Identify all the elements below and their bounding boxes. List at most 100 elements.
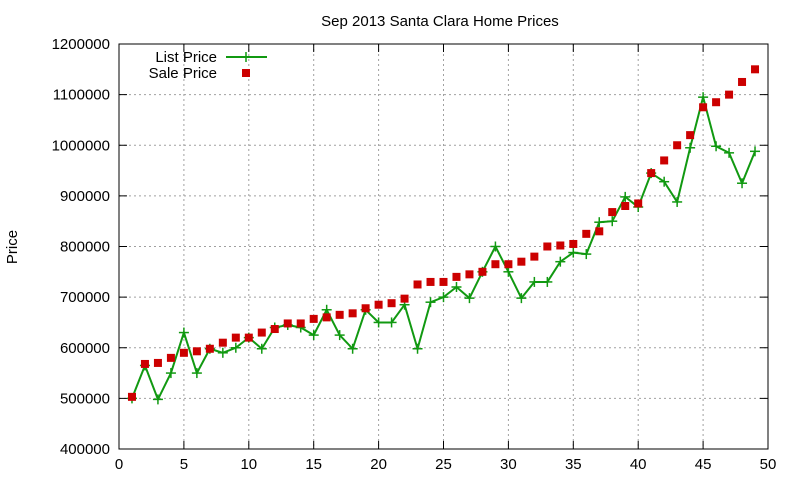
x-tick-label: 5 (180, 456, 188, 473)
list-price-point (178, 327, 189, 338)
sale-price-point (634, 199, 643, 208)
y-tick-label: 1000000 (52, 137, 110, 154)
list-price-point (256, 343, 267, 354)
list-price-point (529, 276, 540, 287)
sale-price-point (348, 309, 357, 318)
list-price-point (321, 304, 332, 315)
x-tick-label: 45 (695, 456, 712, 473)
y-tick-label: 800000 (60, 239, 110, 256)
sale-price-point (231, 333, 240, 342)
sale-price-point (465, 270, 474, 279)
sale-price-point (439, 277, 448, 286)
sale-price-point (335, 310, 344, 319)
y-tick-label: 1100000 (53, 87, 110, 104)
sale-price-point (387, 299, 396, 308)
list-price-point (737, 178, 748, 189)
sale-price-point (673, 141, 682, 150)
sale-price-point (296, 319, 305, 328)
list-price-point (516, 293, 527, 304)
list-price-point (165, 368, 176, 379)
list-price-point (620, 191, 631, 202)
list-price-point (594, 217, 605, 228)
sale-price-point (166, 353, 175, 362)
sale-price-point (517, 257, 526, 266)
sale-price-point (530, 252, 539, 261)
sale-price-point (322, 313, 331, 322)
sale-price-point (725, 90, 734, 99)
sale-price-point (504, 260, 513, 269)
list-price-point (503, 266, 514, 277)
legend-label: Sale Price (149, 65, 217, 82)
series-layer (126, 65, 761, 405)
sale-price-point (140, 359, 149, 368)
list-price-point (724, 147, 735, 158)
x-tick-label: 50 (760, 456, 777, 473)
legend-marker (241, 52, 251, 62)
y-tick-label: 900000 (60, 188, 110, 205)
sale-price-point (426, 277, 435, 286)
sale-price-point (647, 169, 656, 178)
sale-price-point (543, 242, 552, 251)
legend-item-sale-price: Sale Price (149, 65, 250, 82)
sale-price-point (452, 272, 461, 281)
sale-price-point (491, 260, 500, 269)
sale-price-point (192, 347, 201, 356)
sale-price-point (595, 227, 604, 236)
x-tick-label: 35 (565, 456, 582, 473)
sale-price-point (400, 294, 409, 303)
sale-price-point (413, 280, 422, 289)
sale-price-point (582, 229, 591, 238)
sale-price-point (309, 314, 318, 323)
sale-price-point (686, 131, 695, 140)
list-price-point (555, 256, 566, 267)
x-tick-label: 25 (435, 456, 452, 473)
legend-label: List Price (155, 49, 217, 66)
sale-price-point (478, 267, 487, 276)
series-list-price (126, 92, 761, 405)
list-price-point (672, 196, 683, 207)
y-tick-label: 400000 (60, 441, 110, 458)
x-tick-label: 10 (240, 456, 257, 473)
x-tick-label: 40 (630, 456, 647, 473)
list-price-point (230, 342, 241, 353)
list-price-point (490, 241, 501, 252)
list-price-point (347, 343, 358, 354)
list-price-point (191, 368, 202, 379)
y-tick-label: 700000 (60, 289, 110, 306)
list-price-point (217, 347, 228, 358)
list-price-point (451, 282, 462, 292)
chart-title: Sep 2013 Santa Clara Home Prices (321, 13, 559, 30)
sale-price-point (621, 202, 630, 210)
list-price-point (685, 142, 696, 153)
grid-lines (119, 44, 768, 449)
sale-price-point (270, 325, 279, 334)
sale-price-point (556, 241, 565, 250)
list-price-point (308, 330, 319, 341)
legend-item-list-price: List Price (155, 49, 267, 66)
y-tick-label: 1200000 (52, 36, 110, 53)
sale-price-point (660, 156, 669, 165)
sale-price-point (218, 338, 227, 347)
sale-price-point (751, 65, 760, 74)
list-price-point (412, 343, 423, 354)
sale-price-point (257, 328, 266, 337)
y-tick-label: 600000 (60, 340, 110, 357)
list-price-point (152, 394, 163, 405)
tick-labels: 0 5 10 15 20 25 30 35 40 45 50 400000 500000 600000 70… (52, 36, 777, 473)
list-price-point (698, 92, 709, 103)
list-price-point (334, 330, 345, 341)
list-price-point (568, 247, 579, 258)
list-price-point (607, 216, 618, 227)
sale-price-point (738, 77, 747, 86)
sale-price-point (283, 319, 292, 328)
list-price-point (542, 276, 553, 287)
series-sale-price (127, 65, 760, 401)
sale-price-point (608, 208, 617, 217)
sale-price-point (205, 344, 214, 353)
y-axis-label: Price (4, 230, 21, 264)
sale-price-point (179, 348, 188, 357)
plot-frame (118, 43, 769, 450)
sale-price-point (712, 98, 721, 107)
